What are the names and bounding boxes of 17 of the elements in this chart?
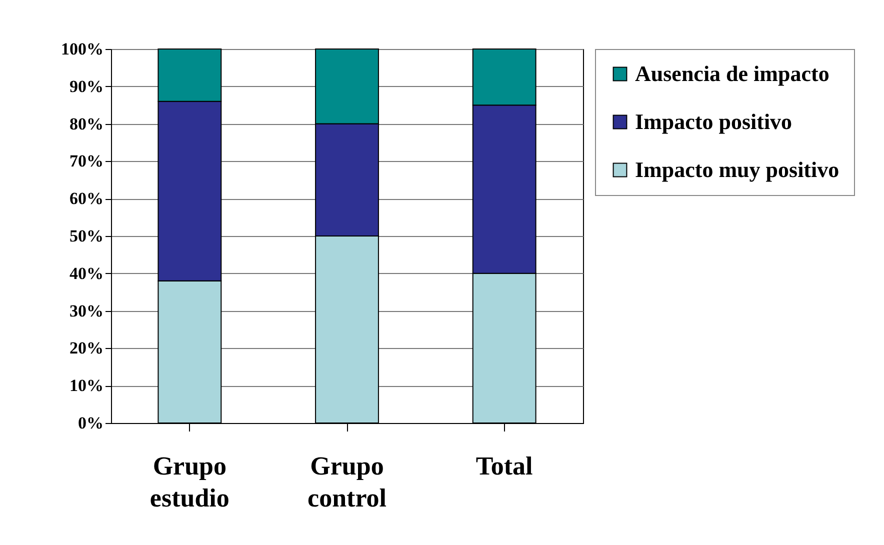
x-tick-label: Grupo control [308,452,386,512]
legend-label: Impacto positivo [635,109,792,134]
y-tick-label: 30% [70,301,104,320]
y-tick-label: 40% [70,264,104,283]
y-tick-label: 70% [70,152,104,171]
x-tick-label: Grupo estudio [150,452,230,512]
y-tick-label: 20% [70,338,104,358]
y-tick-label: 60% [70,189,104,208]
y-tick-label: 10% [70,376,104,396]
legend-label: Ausencia de impacto [635,61,830,86]
legend-label: Impacto muy positivo [635,157,840,182]
y-tick-label: 100% [61,40,104,58]
y-tick-label: 90% [70,76,104,96]
y-tick-label: 0% [78,414,104,432]
x-tick-label: Total [476,452,533,480]
y-tick-label: 50% [70,226,104,246]
y-tick-label: 80% [70,114,104,134]
